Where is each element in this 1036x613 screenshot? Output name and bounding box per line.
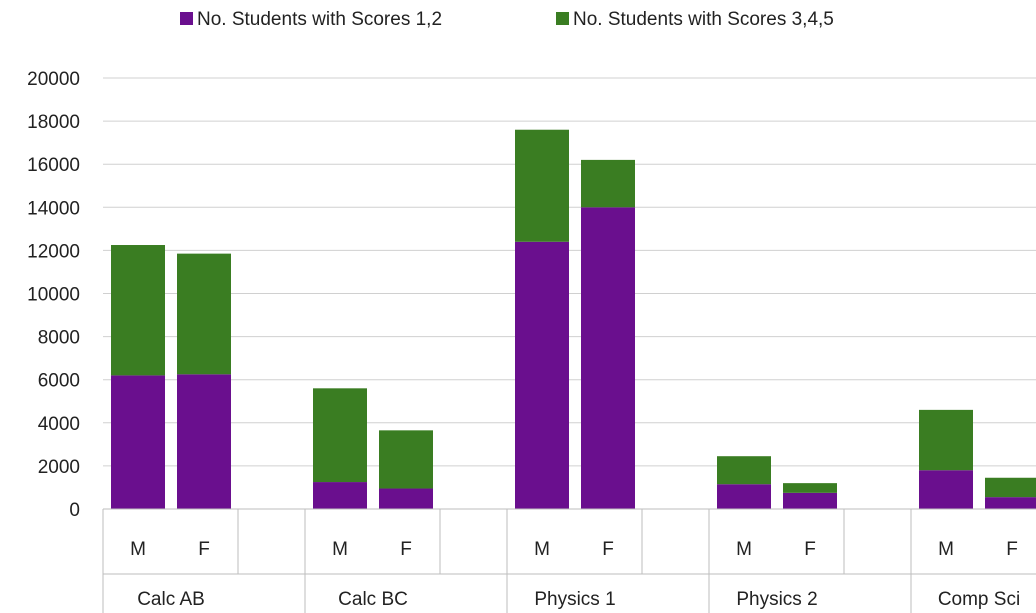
- y-tick-label: 2000: [38, 457, 80, 478]
- x-subcategory-label: M: [938, 539, 954, 560]
- legend-label: No. Students with Scores 1,2: [197, 9, 442, 30]
- bar-scores-3-4-5: [177, 253, 231, 375]
- y-tick-label: 6000: [38, 371, 80, 392]
- bar-scores-3-4-5: [515, 129, 569, 242]
- bar-scores-3-4-5: [379, 430, 433, 489]
- bar-scores-1-2: [717, 484, 771, 509]
- x-subcategory-label: F: [804, 539, 816, 560]
- x-subcategory-label: M: [130, 539, 146, 560]
- bars: [111, 129, 1036, 510]
- y-axis: 0 2000 4000 6000 8000 10000 12000 14000 16000 180…: [27, 69, 80, 521]
- legend-swatch: [180, 12, 193, 25]
- bar-scores-1-2: [581, 207, 635, 510]
- gridlines: [103, 77, 1036, 467]
- bar-scores-1-2: [313, 482, 367, 509]
- bar-scores-3-4-5: [313, 388, 367, 483]
- x-subcategory-label: M: [332, 539, 348, 560]
- bar-scores-1-2: [515, 241, 569, 509]
- x-subcategory-label: M: [736, 539, 752, 560]
- y-tick-label: 14000: [27, 198, 80, 219]
- bar-scores-1-2: [111, 375, 165, 509]
- bar-scores-3-4-5: [985, 477, 1036, 498]
- x-group-label: Comp Sci: [938, 589, 1020, 610]
- legend: No. Students with Scores 1,2 No. Students…: [180, 9, 834, 30]
- x-axis: M F Calc AB M F Calc BC M F Physics 1 M F Physics 2…: [102, 508, 1036, 613]
- bar-scores-3-4-5: [717, 456, 771, 485]
- bar-scores-1-2: [177, 374, 231, 509]
- x-group-label: Physics 2: [736, 589, 817, 610]
- x-subcategory-label: F: [602, 539, 614, 560]
- y-tick-label: 20000: [27, 69, 80, 90]
- y-tick-label: 16000: [27, 155, 80, 176]
- bar-scores-1-2: [379, 488, 433, 509]
- bar-scores-1-2: [985, 497, 1036, 509]
- bar-scores-3-4-5: [919, 409, 973, 471]
- bar-scores-1-2: [783, 492, 837, 509]
- y-tick-label: 0: [69, 500, 80, 521]
- y-tick-label: 8000: [38, 328, 80, 349]
- x-group-label: Calc AB: [137, 589, 205, 610]
- x-subcategory-label: F: [400, 539, 412, 560]
- x-group-label: Calc BC: [338, 589, 408, 610]
- legend-swatch: [556, 12, 569, 25]
- x-group-label: Physics 1: [534, 589, 615, 610]
- bar-scores-3-4-5: [783, 483, 837, 493]
- x-subcategory-label: F: [1006, 539, 1018, 560]
- bar-scores-1-2: [919, 470, 973, 509]
- bar-scores-3-4-5: [111, 245, 165, 376]
- y-tick-label: 18000: [27, 112, 80, 133]
- x-subcategory-label: M: [534, 539, 550, 560]
- bar-scores-3-4-5: [581, 159, 635, 208]
- y-tick-label: 10000: [27, 285, 80, 306]
- x-subcategory-label: F: [198, 539, 210, 560]
- legend-label: No. Students with Scores 3,4,5: [573, 9, 834, 30]
- y-tick-label: 4000: [38, 414, 80, 435]
- y-tick-label: 12000: [27, 241, 80, 262]
